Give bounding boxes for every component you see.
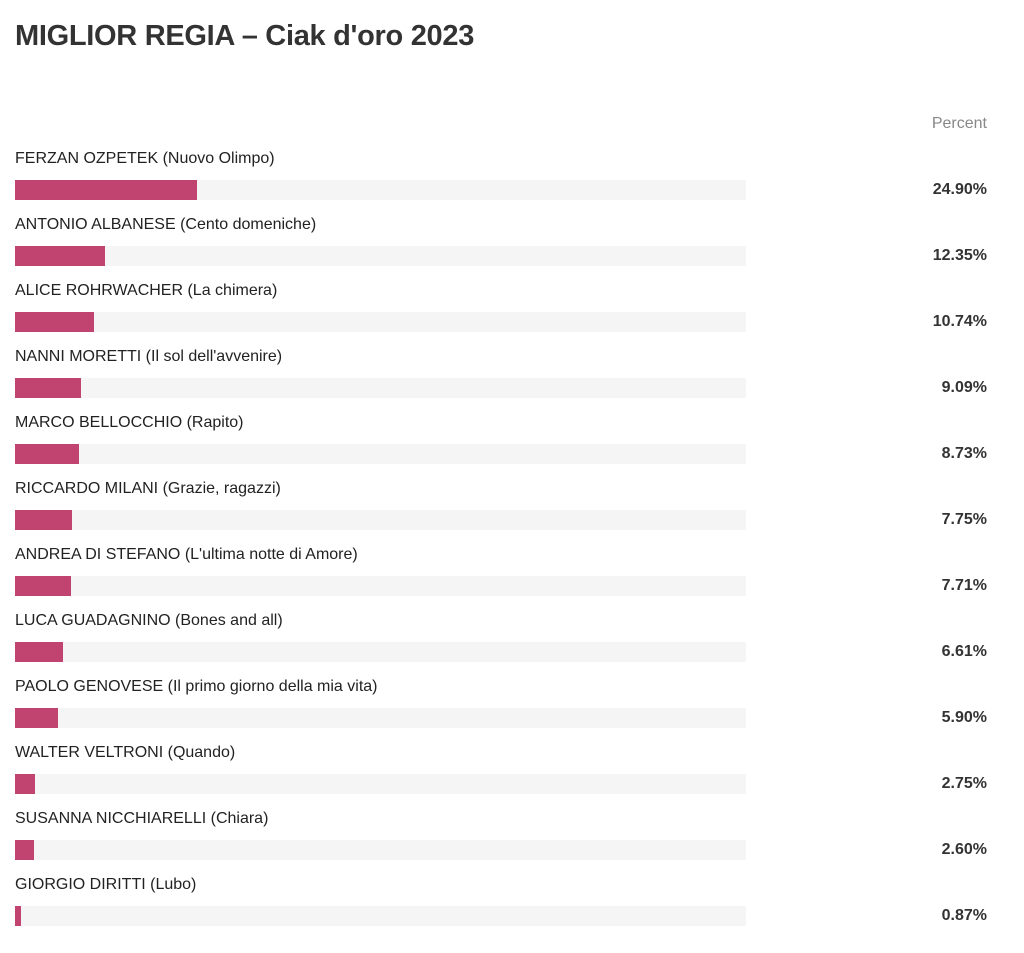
bar-label: PAOLO GENOVESE (Il primo giorno della mi… (15, 678, 378, 695)
bar-track (15, 576, 746, 596)
bar-track (15, 510, 746, 530)
bar-value-label: 24.90% (932, 181, 987, 198)
bar-value-label: 7.75% (941, 511, 987, 528)
bar (15, 444, 79, 464)
bar (15, 510, 72, 530)
bar-label: ALICE ROHRWACHER (La chimera) (15, 282, 278, 299)
bar-value-label: 5.90% (941, 709, 987, 726)
bar-track (15, 906, 746, 926)
percent-column-header: Percent (931, 115, 987, 132)
bar (15, 378, 81, 398)
bar-label: MARCO BELLOCCHIO (Rapito) (15, 414, 244, 431)
bar-track (15, 840, 746, 860)
bar-label: ANTONIO ALBANESE (Cento domeniche) (15, 216, 317, 233)
bar (15, 246, 105, 266)
bar-track (15, 378, 746, 398)
bar-value-label: 2.75% (941, 775, 987, 792)
bar-label: FERZAN OZPETEK (Nuovo Olimpo) (15, 150, 275, 167)
bar-label: NANNI MORETTI (Il sol dell'avvenire) (15, 348, 283, 365)
bar-value-label: 9.09% (941, 379, 987, 396)
chart-title: MIGLIOR REGIA – Ciak d'oro 2023 (15, 20, 475, 52)
bar-value-label: 7.71% (941, 577, 987, 594)
bar-value-label: 8.73% (941, 445, 987, 462)
bar (15, 906, 21, 926)
bar-track (15, 312, 746, 332)
bar-value-label: 10.74% (932, 313, 987, 330)
bar-track (15, 444, 746, 464)
bar-track (15, 642, 746, 662)
bar (15, 840, 34, 860)
bar-label: RICCARDO MILANI (Grazie, ragazzi) (15, 480, 281, 497)
bar (15, 642, 63, 662)
bar-track (15, 708, 746, 728)
bar (15, 774, 35, 794)
bar (15, 312, 94, 332)
bar-label: GIORGIO DIRITTI (Lubo) (15, 876, 197, 893)
bar-value-label: 12.35% (932, 247, 987, 264)
bar-value-label: 6.61% (941, 643, 987, 660)
bar-value-label: 2.60% (941, 841, 987, 858)
bar (15, 180, 197, 200)
bar-label: LUCA GUADAGNINO (Bones and all) (15, 612, 283, 629)
bar-label: WALTER VELTRONI (Quando) (15, 744, 236, 761)
bar (15, 576, 71, 596)
bar-track (15, 180, 746, 200)
bar-track (15, 246, 746, 266)
bar-value-label: 0.87% (941, 907, 987, 924)
bar-label: ANDREA DI STEFANO (L'ultima notte di Amo… (15, 546, 358, 563)
bar-label: SUSANNA NICCHIARELLI (Chiara) (15, 810, 269, 827)
bar (15, 708, 58, 728)
bar-track (15, 774, 746, 794)
